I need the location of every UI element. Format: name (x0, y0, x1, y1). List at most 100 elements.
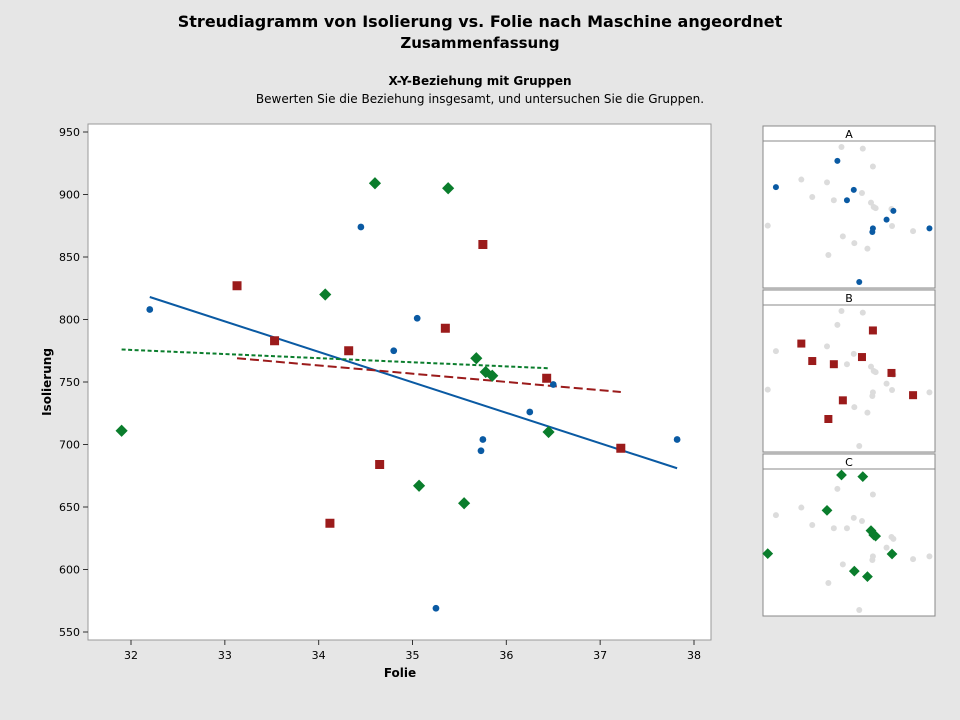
point-A (526, 408, 534, 416)
panel-bg-point (809, 194, 816, 201)
panel-bg-point (825, 580, 832, 586)
panel-bg-point (856, 443, 863, 449)
point-C (542, 425, 555, 439)
point-C (442, 182, 455, 195)
panel-bg-point (843, 361, 850, 368)
panel-bg-point (910, 228, 917, 235)
panel-bg-point (772, 512, 779, 519)
panel-bg-point (798, 176, 805, 183)
panel-point-B (868, 326, 877, 335)
panel-point-C (821, 504, 833, 516)
panel-bg-point (851, 404, 858, 411)
y-tick-label: 650 (59, 501, 80, 514)
plot-area (87, 123, 712, 641)
panel-bg-point (869, 163, 876, 170)
point-A (477, 447, 485, 455)
panel-bg-point (883, 544, 890, 551)
panel-bg-point (839, 561, 846, 568)
point-B (270, 336, 280, 346)
x-tick-label: 32 (124, 649, 138, 662)
panel-point-B (808, 357, 817, 366)
panel-bg-point (772, 348, 779, 355)
x-tick-label: 38 (687, 649, 701, 662)
panel-bg-point (764, 222, 771, 229)
panel-bg-point (856, 607, 863, 613)
panel-frame (762, 125, 936, 289)
y-tick-label: 900 (59, 189, 80, 202)
panel-bg-point (834, 321, 841, 328)
point-B (325, 518, 335, 528)
chart-subtitle: Zusammenfassung (400, 34, 560, 52)
point-A (673, 436, 681, 443)
point-A (432, 604, 440, 612)
point-C (319, 288, 332, 301)
y-tick-label: 950 (59, 126, 80, 139)
panel-bg-point (830, 197, 837, 204)
panel-bg-point (872, 369, 879, 376)
point-A (413, 314, 421, 322)
panel-A: A (762, 125, 936, 289)
panel-point-C (857, 471, 869, 482)
panel-bg-point (839, 233, 846, 240)
panel-bg-point (838, 144, 845, 150)
panel-bg-point (926, 389, 933, 396)
panel-point-B (887, 368, 896, 377)
panel-B: B (762, 289, 936, 453)
panel-bg-point (824, 343, 831, 350)
point-B (478, 240, 488, 249)
panel-point-C (836, 469, 847, 481)
x-axis: 32 33 34 35 36 37 38 (124, 640, 701, 662)
point-C (486, 369, 499, 382)
y-tick-label: 600 (59, 564, 80, 577)
y-axis-label: Isolierung (40, 348, 54, 416)
panel-point-A (843, 197, 850, 204)
panel-label: B (845, 292, 853, 305)
y-axis: 550 600 650 700 750 800 850 900 950 (59, 126, 88, 639)
point-B (344, 346, 354, 356)
panel-bg-point (872, 205, 879, 212)
panel-bg-point (838, 308, 845, 314)
x-tick-label: 37 (593, 649, 607, 662)
point-A (390, 347, 398, 355)
panel-bg-point (858, 190, 865, 197)
panel-bg-point (824, 179, 831, 186)
panel-bg-point (834, 485, 841, 492)
panel-point-C (862, 571, 873, 583)
panel-point-A (834, 157, 841, 164)
panel-C: C (762, 453, 936, 617)
panel-point-B (829, 360, 838, 369)
panel-point-B (857, 353, 866, 362)
panel-bg-point (867, 363, 874, 370)
panel-point-A (883, 216, 890, 223)
panel-bg-point (859, 309, 866, 316)
point-B (232, 281, 242, 291)
panel-bg-point (843, 525, 850, 532)
point-A (479, 436, 487, 443)
point-C (412, 479, 426, 492)
panel-bg-point (867, 199, 874, 206)
x-tick-label: 36 (499, 649, 513, 662)
panel-bg-point (858, 518, 865, 525)
group-panels: A B C (762, 125, 936, 617)
panel-bg-point (764, 386, 771, 393)
point-A (549, 381, 557, 388)
y-tick-label: 750 (59, 376, 80, 389)
panel-bg-point (850, 514, 857, 521)
point-C (470, 352, 483, 365)
panel-bg-point (869, 556, 876, 563)
point-B (616, 443, 626, 453)
y-tick-label: 800 (59, 314, 80, 327)
section-description: Bewerten Sie die Beziehung insgesamt, un… (255, 92, 705, 106)
point-B (440, 323, 450, 333)
panel-point-A (926, 225, 933, 232)
panel-point-A (772, 184, 779, 191)
panel-label: C (845, 456, 853, 469)
panel-point-A (890, 207, 897, 214)
y-tick-label: 700 (59, 439, 80, 452)
panel-bg-point (883, 380, 890, 387)
panel-bg-point (850, 350, 857, 357)
fit-lines (121, 296, 678, 470)
panel-bg-point (869, 392, 876, 399)
point-C (368, 177, 382, 190)
